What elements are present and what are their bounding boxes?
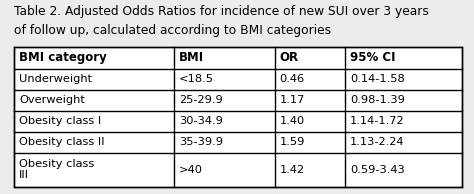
Text: Obesity class I: Obesity class I <box>19 116 101 126</box>
Text: 1.59: 1.59 <box>280 137 305 147</box>
Text: 0.98-1.39: 0.98-1.39 <box>350 95 405 105</box>
Bar <box>14 47 462 187</box>
Text: 30-34.9: 30-34.9 <box>179 116 223 126</box>
Text: Obesity class
III: Obesity class III <box>19 159 94 180</box>
Text: 0.14-1.58: 0.14-1.58 <box>350 74 405 84</box>
Text: 0.46: 0.46 <box>280 74 305 84</box>
Text: 1.13-2.24: 1.13-2.24 <box>350 137 405 147</box>
Text: 25-29.9: 25-29.9 <box>179 95 223 105</box>
Text: OR: OR <box>280 51 299 64</box>
Text: Underweight: Underweight <box>19 74 92 84</box>
Text: BMI: BMI <box>179 51 204 64</box>
Text: Overweight: Overweight <box>19 95 85 105</box>
Text: of follow up, calculated according to BMI categories: of follow up, calculated according to BM… <box>14 24 331 37</box>
Text: 35-39.9: 35-39.9 <box>179 137 223 147</box>
Text: 95% CI: 95% CI <box>350 51 396 64</box>
Text: 1.17: 1.17 <box>280 95 305 105</box>
Text: BMI category: BMI category <box>19 51 107 64</box>
Text: 1.40: 1.40 <box>280 116 305 126</box>
Text: 1.42: 1.42 <box>280 165 305 175</box>
Text: Table 2. Adjusted Odds Ratios for incidence of new SUI over 3 years: Table 2. Adjusted Odds Ratios for incide… <box>14 5 429 18</box>
Text: >40: >40 <box>179 165 203 175</box>
Text: 0.59-3.43: 0.59-3.43 <box>350 165 405 175</box>
Text: 1.14-1.72: 1.14-1.72 <box>350 116 405 126</box>
Text: <18.5: <18.5 <box>179 74 214 84</box>
Text: Obesity class II: Obesity class II <box>19 137 105 147</box>
